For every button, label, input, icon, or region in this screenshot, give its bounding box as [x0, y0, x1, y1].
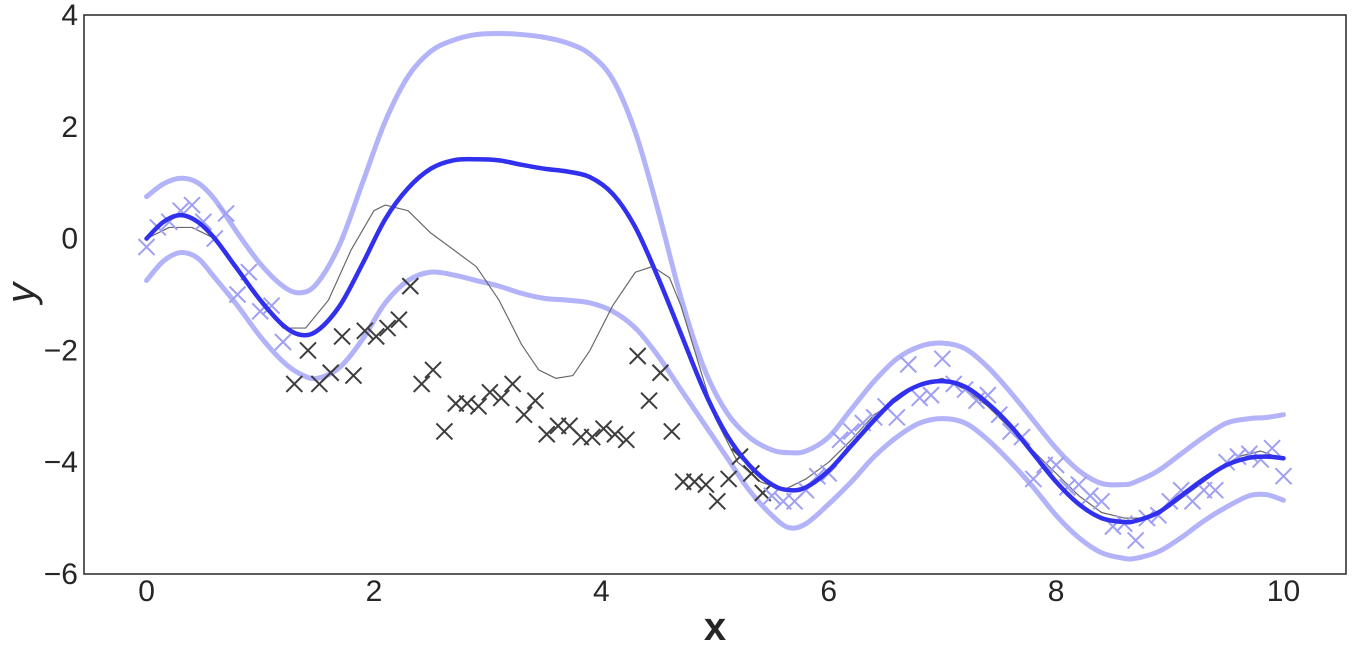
test-point — [1058, 478, 1077, 497]
observed-point — [640, 392, 658, 410]
test-point — [194, 213, 213, 231]
observed-point — [333, 327, 351, 346]
y-tick-label: −2 — [44, 334, 78, 367]
observed-point — [663, 422, 681, 441]
observed-point — [526, 392, 545, 410]
observed-point — [628, 347, 647, 365]
test-point — [1274, 467, 1293, 485]
observed-point — [651, 364, 670, 382]
test-point — [1081, 487, 1099, 505]
test-point — [228, 285, 247, 304]
observed-point — [538, 425, 556, 443]
observed-point — [356, 322, 374, 340]
test-point — [1024, 470, 1043, 488]
test-point — [262, 296, 281, 315]
y-tick-label: 2 — [61, 111, 78, 144]
true-function-line — [145, 204, 1285, 519]
y-axis-label: y — [0, 280, 43, 306]
test-point — [888, 408, 906, 427]
x-tick-label: 6 — [820, 575, 837, 608]
test-point — [831, 431, 849, 449]
observed-point — [594, 419, 613, 438]
test-point — [217, 204, 235, 223]
plot-background — [84, 15, 1346, 574]
observed-point — [378, 319, 397, 337]
observed-point — [583, 428, 601, 446]
x-tick-label: 8 — [1048, 575, 1065, 608]
plot-frame — [83, 14, 1347, 575]
test-point — [910, 389, 929, 407]
tick-labels: 0 2 4 6 8 10 −6 −4 −2 0 2 4 — [44, 0, 1300, 608]
observed-point — [719, 470, 738, 488]
test-point — [899, 355, 917, 374]
y-tick-label: 4 — [61, 0, 78, 32]
observed-point — [390, 310, 408, 329]
observed-point — [617, 431, 636, 449]
test-point — [967, 392, 986, 410]
upper-confidence-line — [144, 30, 1286, 488]
test-point — [183, 196, 201, 214]
observed-point — [492, 389, 510, 407]
test-point — [1092, 492, 1111, 511]
y-tick-label: −4 — [44, 446, 78, 479]
y-tick-label: 0 — [61, 223, 78, 256]
test-point — [1206, 481, 1224, 499]
observed-point — [469, 397, 488, 416]
test-point — [1126, 531, 1145, 550]
test-point — [922, 386, 940, 404]
observed-point — [285, 375, 304, 393]
observed-point — [435, 422, 454, 441]
observed-point — [708, 492, 726, 511]
observed-point — [322, 364, 340, 382]
observed-point — [344, 366, 363, 385]
x-tick-label: 0 — [138, 575, 155, 608]
test-point — [763, 487, 781, 505]
observed-point — [481, 383, 499, 402]
observed-point — [685, 473, 704, 491]
x-tick-label: 4 — [593, 575, 610, 608]
observed-point — [742, 464, 761, 483]
observed-point — [412, 375, 431, 393]
test-point — [1001, 422, 1020, 441]
x-tick-label: 2 — [366, 575, 383, 608]
observed-point — [503, 375, 522, 393]
x-axis-label: x — [704, 605, 726, 646]
observed-point — [606, 425, 624, 443]
observed-point — [458, 394, 476, 413]
chart-marks — [137, 30, 1293, 562]
observed-point — [367, 327, 385, 346]
test-point — [1047, 456, 1065, 474]
lower-confidence-line — [144, 250, 1286, 562]
observed-point — [515, 405, 533, 424]
y-tick-label: −6 — [44, 558, 78, 591]
posterior-mean-line — [144, 156, 1286, 525]
test-point — [137, 238, 156, 256]
observed-point — [697, 475, 715, 494]
test-point — [1263, 439, 1281, 457]
test-point — [933, 350, 952, 368]
observed-point — [424, 361, 442, 379]
test-point — [274, 333, 292, 351]
observed-point — [299, 341, 317, 360]
x-tick-label: 10 — [1267, 575, 1300, 608]
observed-point — [401, 277, 420, 295]
